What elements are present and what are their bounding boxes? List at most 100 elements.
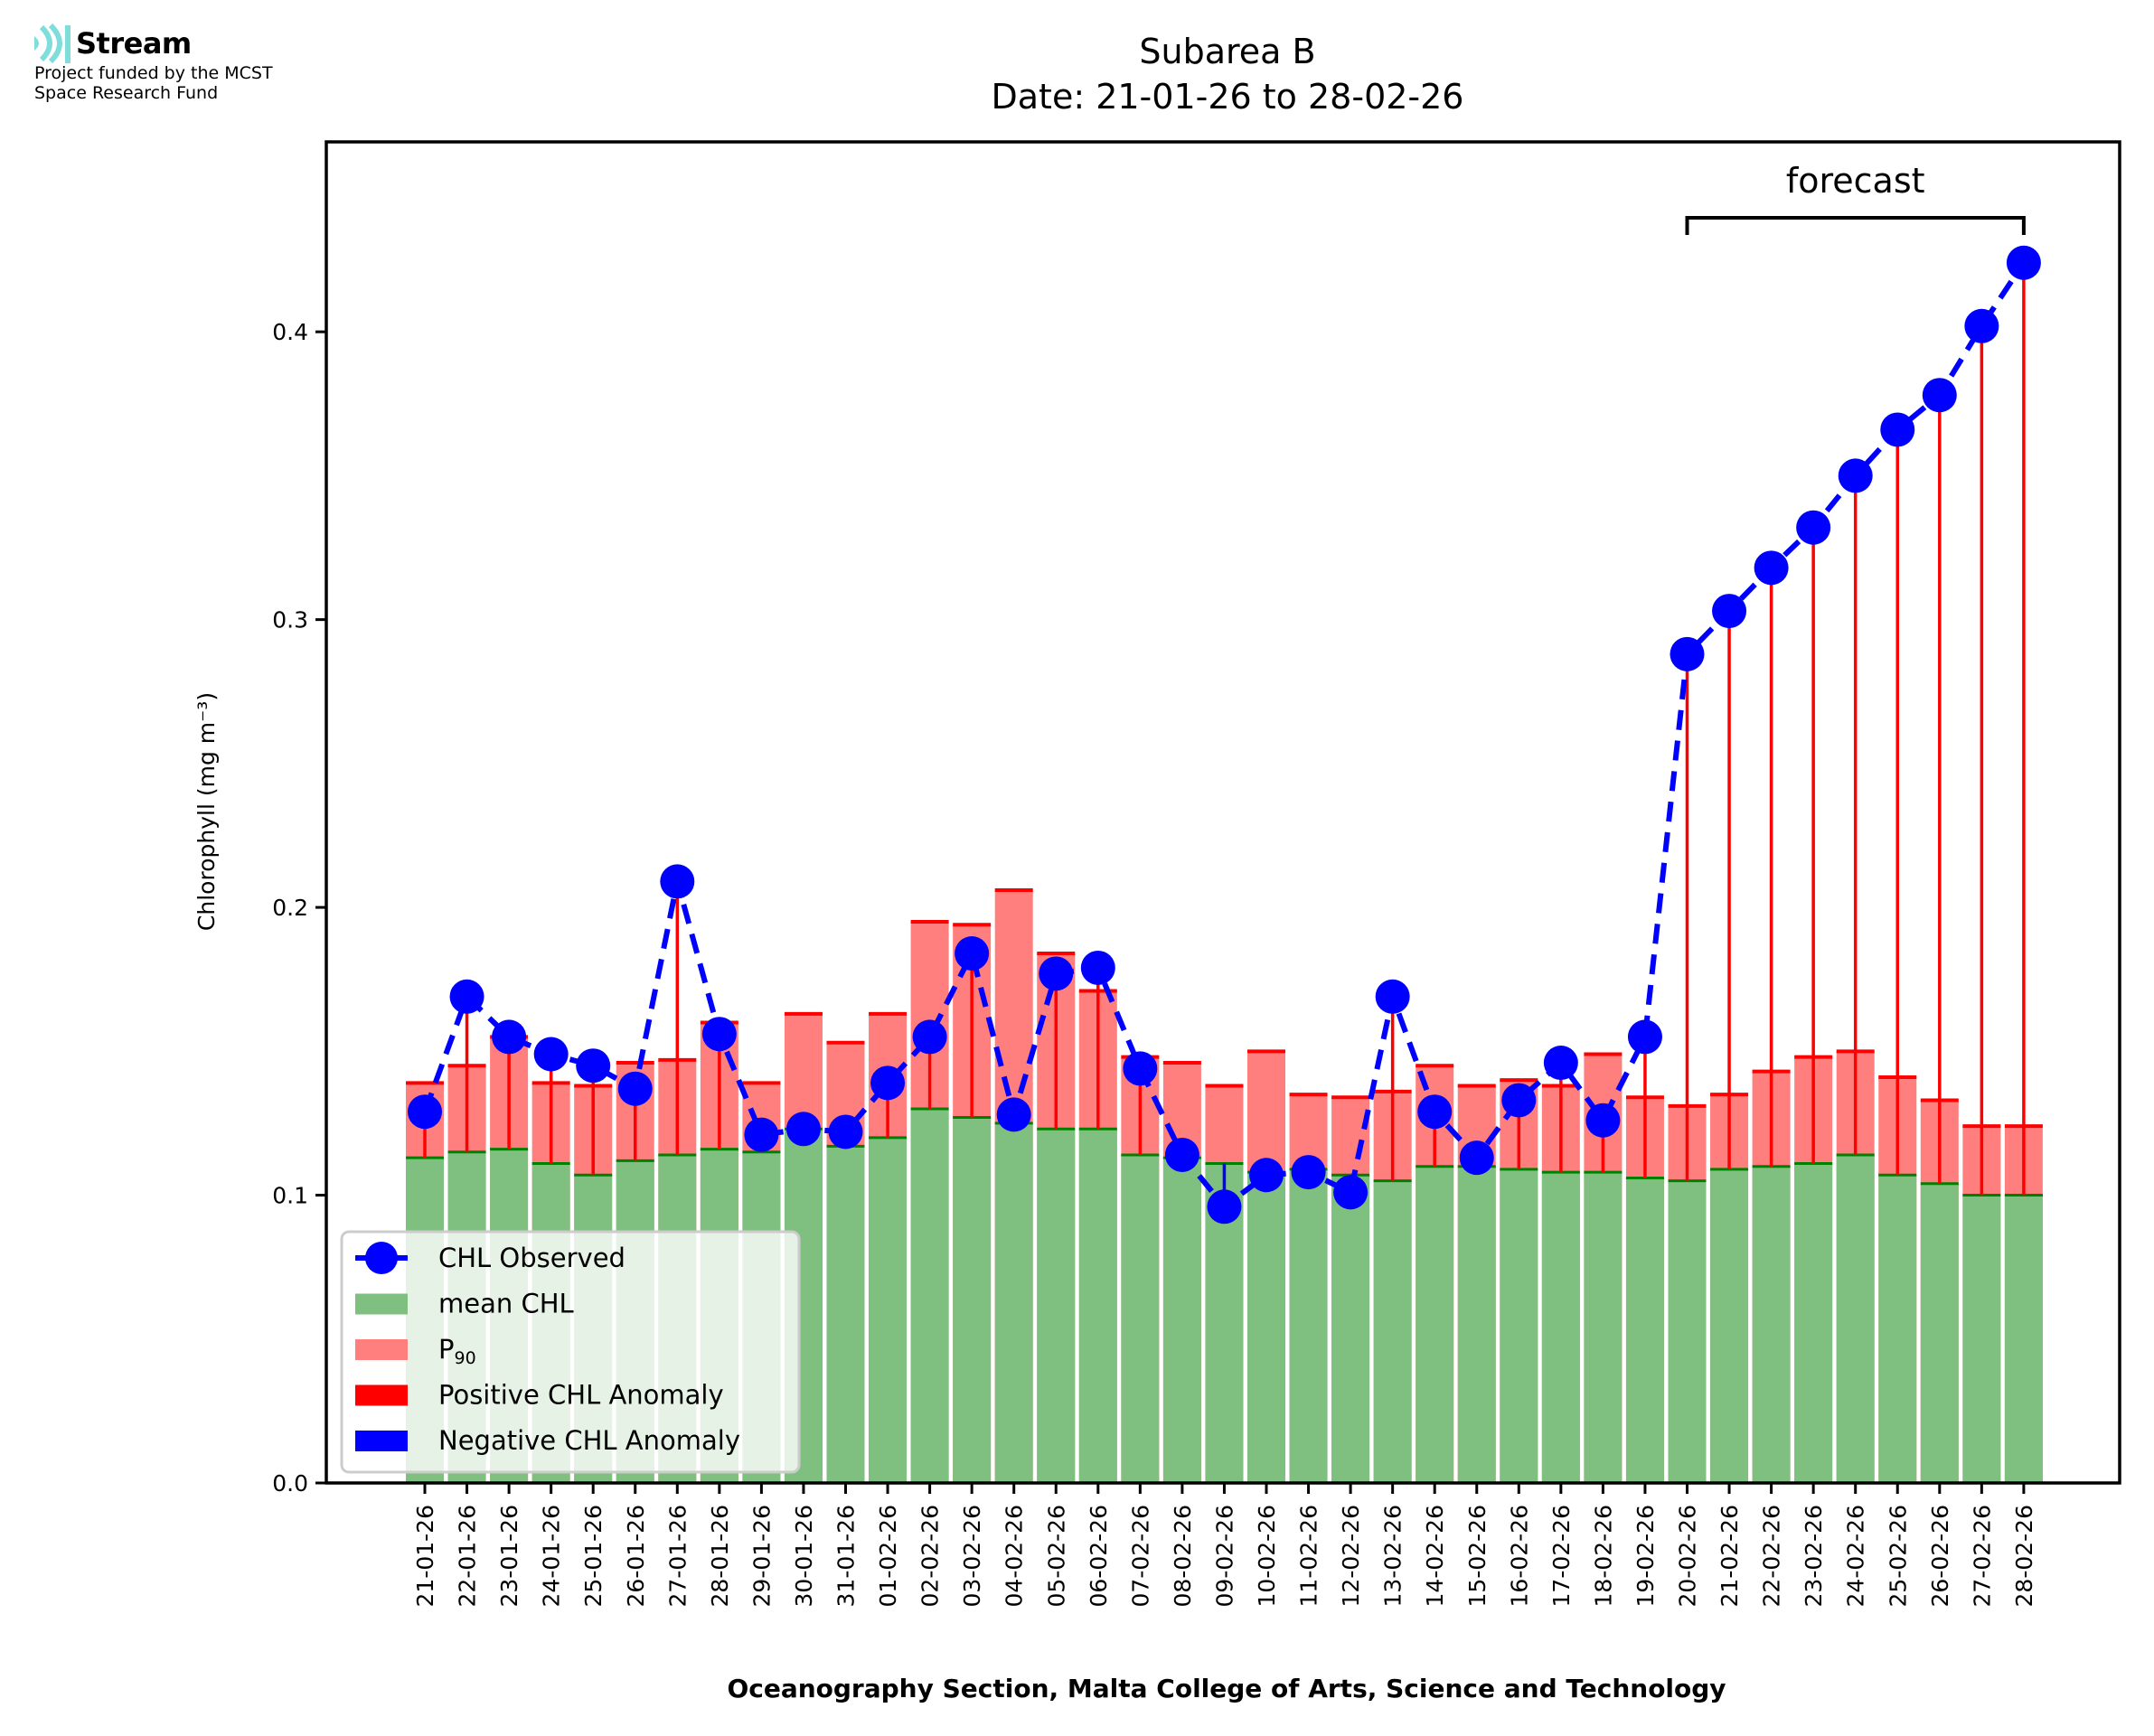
mean-bar bbox=[1878, 1175, 1917, 1483]
legend-box bbox=[340, 1230, 801, 1474]
mean-bar bbox=[1584, 1172, 1623, 1483]
logo-funding-line-2: Space Research Fund bbox=[34, 83, 219, 103]
y-axis-label: Chlorophyll (mg m⁻³) bbox=[193, 692, 220, 931]
observed-point bbox=[408, 1094, 442, 1130]
mean-bar bbox=[1247, 1172, 1285, 1483]
observed-point bbox=[2006, 245, 2041, 280]
observed-point bbox=[1249, 1158, 1284, 1193]
x-tick-label: 01-02-26 bbox=[875, 1505, 901, 1607]
forecast-label: forecast bbox=[1786, 161, 1925, 201]
x-tick-label: 22-02-26 bbox=[1759, 1505, 1785, 1607]
anomaly-layer bbox=[423, 262, 2026, 1207]
x-tick-label: 23-01-26 bbox=[496, 1505, 522, 1607]
observed-point bbox=[576, 1048, 611, 1084]
observed-point bbox=[1417, 1094, 1453, 1130]
observed-point bbox=[828, 1114, 863, 1150]
x-tick-label: 04-02-26 bbox=[1002, 1505, 1028, 1607]
observed-point bbox=[1627, 1019, 1662, 1055]
logo-funding-line-1: Project funded by the MCST bbox=[34, 63, 273, 83]
legend-item: Positive CHL Anomaly bbox=[355, 1380, 724, 1411]
legend-patch-swatch bbox=[355, 1384, 408, 1406]
legend-marker-swatch bbox=[365, 1242, 398, 1274]
mean-bar bbox=[1162, 1158, 1201, 1483]
x-tick-label: 16-02-26 bbox=[1506, 1505, 1532, 1607]
legend-label: Negative CHL Anomaly bbox=[438, 1425, 740, 1456]
mean-bar bbox=[953, 1117, 992, 1483]
observed-point bbox=[533, 1037, 569, 1072]
observed-point bbox=[1501, 1083, 1537, 1118]
x-tick-label: 24-01-26 bbox=[539, 1505, 565, 1607]
observed-point bbox=[870, 1065, 906, 1101]
legend-patch-swatch bbox=[355, 1339, 408, 1360]
observed-point bbox=[1333, 1175, 1369, 1210]
x-tick-label: 09-02-26 bbox=[1211, 1505, 1237, 1607]
x-tick-label: 21-02-26 bbox=[1717, 1505, 1743, 1607]
y-axis: 0.0 0.1 0.2 0.3 0.4 bbox=[272, 319, 326, 1497]
observed-point bbox=[744, 1117, 779, 1152]
x-tick-label: 21-01-26 bbox=[412, 1505, 438, 1607]
mean-bar bbox=[1752, 1166, 1791, 1483]
x-tick-label: 10-02-26 bbox=[1254, 1505, 1280, 1607]
mean-bar bbox=[869, 1137, 908, 1483]
x-tick-label: 14-02-26 bbox=[1422, 1505, 1448, 1607]
chart-title: Subarea B bbox=[1139, 32, 1315, 71]
mean-bar bbox=[1457, 1166, 1496, 1483]
forecast-bracket bbox=[1685, 216, 2026, 235]
observed-point bbox=[1080, 950, 1115, 985]
observed-point bbox=[449, 979, 484, 1014]
y-tick-label: 0.3 bbox=[272, 607, 308, 633]
observed-point bbox=[1754, 550, 1789, 586]
mean-bar bbox=[826, 1146, 865, 1483]
x-tick-label: 26-02-26 bbox=[1927, 1505, 1953, 1607]
mean-bar bbox=[1289, 1168, 1328, 1483]
observed-point bbox=[1796, 510, 1831, 545]
stream-waves-icon bbox=[34, 23, 71, 63]
x-tick-label: 20-02-26 bbox=[1675, 1505, 1701, 1607]
observed-point bbox=[1207, 1189, 1242, 1225]
observed-point bbox=[1922, 378, 1957, 413]
observed-point bbox=[617, 1071, 653, 1106]
x-tick-label: 06-02-26 bbox=[1086, 1505, 1112, 1607]
observed-point bbox=[1838, 458, 1873, 493]
x-tick-label: 17-02-26 bbox=[1548, 1505, 1575, 1607]
observed-point bbox=[1880, 412, 1915, 447]
mean-bar bbox=[1625, 1178, 1664, 1483]
y-tick-label: 0.2 bbox=[272, 895, 308, 921]
x-tick-label: 26-01-26 bbox=[623, 1505, 649, 1607]
x-tick-label: 05-02-26 bbox=[1043, 1505, 1069, 1607]
observed-point bbox=[912, 1019, 947, 1055]
x-tick-label: 25-02-26 bbox=[1885, 1505, 1911, 1607]
x-tick-label: 30-01-26 bbox=[791, 1505, 817, 1607]
x-tick-label: 24-02-26 bbox=[1843, 1505, 1869, 1607]
mean-bar bbox=[1078, 1129, 1117, 1483]
observed-line-layer bbox=[408, 245, 2041, 1225]
legend: CHL Observed mean CHL P90 Positive CHL Anom… bbox=[340, 1230, 801, 1474]
mean-bar bbox=[1794, 1163, 1833, 1483]
observed-point bbox=[1375, 979, 1410, 1014]
y-tick-label: 0.0 bbox=[272, 1470, 308, 1497]
x-tick-label: 28-01-26 bbox=[707, 1505, 733, 1607]
legend-item: Negative CHL Anomaly bbox=[355, 1425, 740, 1456]
observed-point bbox=[1459, 1140, 1494, 1176]
x-tick-label: 15-02-26 bbox=[1464, 1505, 1491, 1607]
legend-patch-swatch bbox=[355, 1431, 408, 1451]
observed-point bbox=[1670, 636, 1705, 671]
mean-bar bbox=[1962, 1195, 2001, 1483]
x-tick-label: 08-02-26 bbox=[1170, 1505, 1196, 1607]
mean-bar bbox=[910, 1109, 949, 1483]
observed-point bbox=[701, 1017, 737, 1052]
legend-patch-swatch bbox=[355, 1293, 408, 1315]
observed-point bbox=[492, 1019, 527, 1055]
mean-bar bbox=[1710, 1168, 1749, 1483]
observed-point bbox=[660, 864, 695, 899]
observed-point bbox=[1712, 594, 1747, 629]
legend-item: mean CHL bbox=[355, 1289, 574, 1319]
observed-point bbox=[1164, 1137, 1199, 1172]
mean-bar bbox=[1836, 1154, 1875, 1483]
x-tick-label: 03-02-26 bbox=[959, 1505, 985, 1607]
forecast-annotation: forecast bbox=[1685, 161, 2026, 235]
observed-point bbox=[1543, 1046, 1578, 1081]
observed-point bbox=[785, 1112, 821, 1147]
x-tick-label: 19-02-26 bbox=[1632, 1505, 1659, 1607]
